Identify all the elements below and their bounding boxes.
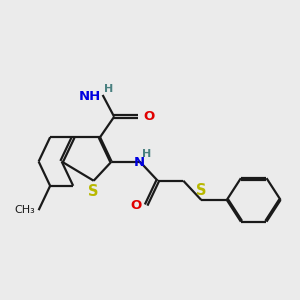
Text: O: O (130, 199, 142, 212)
Text: H: H (104, 84, 114, 94)
Text: NH: NH (79, 90, 101, 103)
Text: CH₃: CH₃ (14, 205, 35, 215)
Text: H: H (142, 149, 151, 159)
Text: O: O (143, 110, 154, 123)
Text: S: S (88, 184, 99, 199)
Text: S: S (196, 183, 206, 198)
Text: N: N (134, 156, 145, 169)
